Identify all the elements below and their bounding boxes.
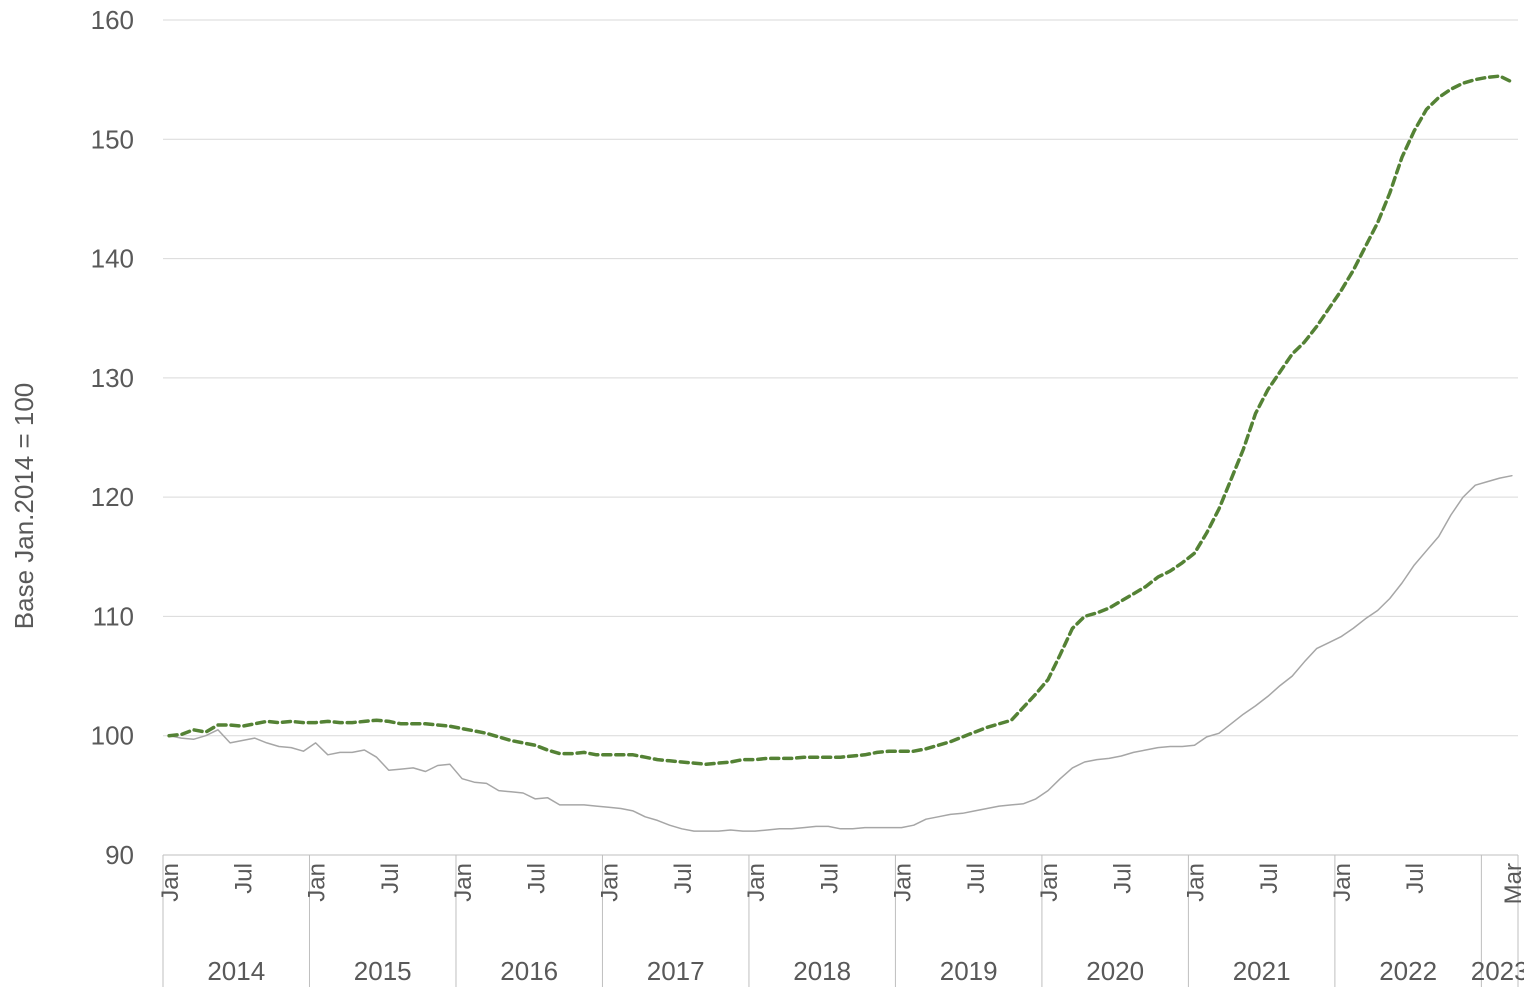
x-month-label: Jan	[1183, 863, 1210, 902]
x-year-label: 2021	[1233, 956, 1291, 986]
x-month-label: Jan	[1329, 863, 1356, 902]
x-year-label: 2022	[1379, 956, 1437, 986]
x-month-label: Jul	[963, 863, 990, 894]
x-month-label: Mar	[1500, 863, 1524, 904]
gridlines	[163, 19, 1518, 737]
x-month-label: Jul	[523, 863, 550, 894]
x-month-label: Jan	[450, 863, 477, 902]
y-tick-label: 150	[91, 124, 134, 154]
series-line-dashed	[167, 74, 1514, 767]
x-year-label: 2020	[1086, 956, 1144, 986]
x-month-label: Jan	[304, 863, 331, 902]
x-year-label: 2019	[940, 956, 998, 986]
y-tick-label: 90	[105, 840, 134, 870]
y-tick-label: 100	[91, 721, 134, 751]
x-month-label: Jan	[597, 863, 624, 902]
y-axis-title: Base Jan.2014 = 100	[9, 383, 39, 629]
y-tick-label: 110	[93, 601, 134, 631]
x-month-label: Jul	[1402, 863, 1429, 894]
x-month-label: Jan	[890, 863, 917, 902]
y-tick-label: 160	[91, 5, 134, 35]
x-year-label: 2018	[793, 956, 851, 986]
series-lines	[167, 74, 1514, 832]
y-axis-ticks: 90 100 110 120 130 140 150 160	[91, 5, 134, 870]
x-year-label: 2015	[354, 956, 412, 986]
x-month-label: Jul	[816, 863, 843, 894]
y-tick-label: 120	[91, 482, 134, 512]
series-line-solid	[168, 474, 1513, 832]
x-year-label: 2016	[500, 956, 558, 986]
x-year-label: 2014	[207, 956, 265, 986]
y-tick-label: 130	[91, 363, 134, 393]
x-year-label: 2023	[1471, 956, 1524, 986]
y-tick-label: 140	[91, 244, 134, 274]
x-axis: 2014 2015 2016 2017 2018 2019 2020 2021 2022 2023…	[157, 854, 1524, 987]
x-month-label: Jul	[230, 863, 257, 894]
x-month-label: Jul	[377, 863, 404, 894]
x-month-label: Jul	[670, 863, 697, 894]
x-month-label: Jan	[157, 863, 184, 902]
x-month-label: Jan	[1036, 863, 1063, 902]
x-month-label: Jul	[1109, 863, 1136, 894]
x-year-label: 2017	[647, 956, 705, 986]
x-month-label: Jan	[743, 863, 770, 902]
x-month-label: Jul	[1256, 863, 1283, 894]
